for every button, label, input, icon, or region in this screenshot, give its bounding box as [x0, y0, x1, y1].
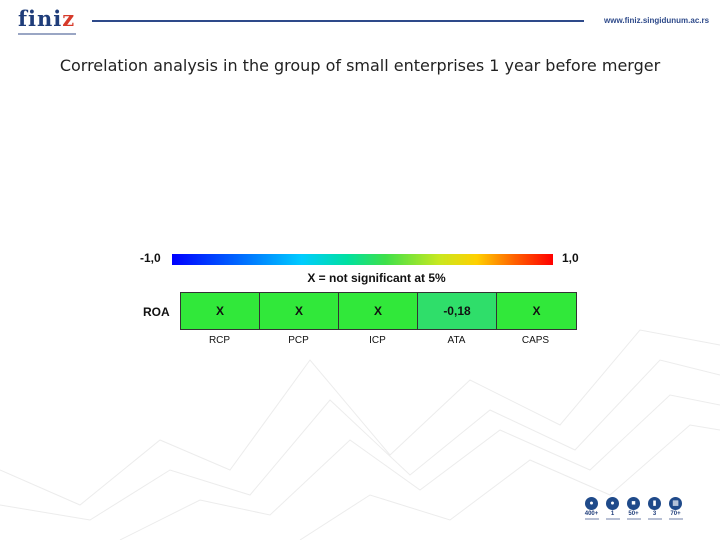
column-label-caps: CAPS [521, 335, 550, 346]
stat-number: 70+ [670, 511, 681, 517]
stat-caption-mark [647, 518, 662, 520]
logo-tagline-mark [18, 33, 76, 35]
correlation-figure: -1,0 1,0 X = not significant at 5% ROA X… [134, 247, 589, 357]
column-label-ata: ATA [447, 335, 466, 346]
cell-ata: -0,18 [418, 293, 497, 329]
stat-caption-mark [584, 518, 599, 520]
header-divider [92, 20, 584, 22]
logo-text: finiz [18, 8, 75, 29]
building-icon: ▦ [669, 497, 682, 510]
presentation-icon: ■ [627, 497, 640, 510]
row-label-roa: ROA [143, 305, 170, 319]
cell-pcp: X [260, 293, 339, 329]
cell-rcp: X [181, 293, 260, 329]
stat-number: 50+ [628, 511, 639, 517]
logo-wordmark: finiz [18, 6, 76, 31]
cell-caps: X [497, 293, 576, 329]
stat-caption-mark [668, 518, 683, 520]
stat-people: ● 1 [604, 497, 621, 520]
students-icon: ● [585, 497, 598, 510]
stat-book: ▮ 3 [646, 497, 663, 520]
stat-number: 3 [652, 511, 657, 517]
stat-caption-mark [626, 518, 641, 520]
stat-number: 400+ [584, 511, 599, 517]
scale-max-label: 1,0 [562, 251, 579, 265]
correlation-cells: X X X -0,18 X [180, 292, 577, 330]
stat-students: ● 400+ [583, 497, 600, 520]
scale-min-label: -1,0 [140, 251, 161, 265]
footer-stats: ● 400+ ● 1 ■ 50+ ▮ 3 ▦ 70+ [583, 497, 684, 520]
people-icon: ● [606, 497, 619, 510]
stat-building: ▦ 70+ [667, 497, 684, 520]
stat-caption-mark [605, 518, 620, 520]
column-label-rcp: RCP [208, 335, 231, 346]
cell-icp: X [339, 293, 418, 329]
column-label-icp: ICP [369, 335, 386, 346]
column-labels: RCP PCP ICP ATA CAPS [180, 335, 575, 346]
finiz-logo[interactable]: finiz [18, 8, 76, 35]
slide-title: Correlation analysis in the group of sma… [59, 56, 661, 75]
stat-number: 1 [610, 511, 615, 517]
book-icon: ▮ [648, 497, 661, 510]
site-url[interactable]: www.finiz.singidunum.ac.rs [604, 16, 710, 25]
color-scale-bar [172, 254, 553, 265]
stat-presentation: ■ 50+ [625, 497, 642, 520]
significance-note: X = not significant at 5% [307, 271, 446, 285]
column-label-pcp: PCP [288, 335, 309, 346]
